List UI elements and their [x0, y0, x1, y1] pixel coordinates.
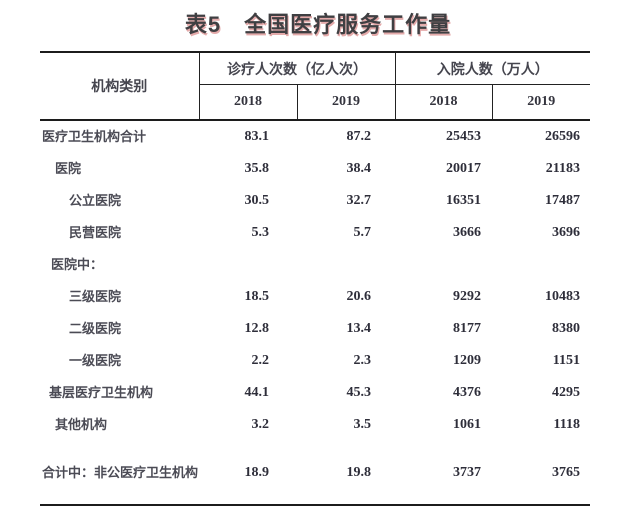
row-label: 医院: [55, 161, 82, 176]
table-row: 一级医院 2.2 2.3 1209 1151: [40, 345, 590, 377]
value-cell: 12.8: [244, 321, 270, 336]
value-cell: 45.3: [346, 385, 372, 400]
value-cell: 4376: [453, 385, 481, 400]
value-cell: [297, 249, 395, 281]
value-cell: 87.2: [346, 129, 372, 144]
value-cell: 1118: [553, 417, 580, 432]
table-row: 三级医院 18.5 20.6 9292 10483: [40, 281, 590, 313]
value-cell: 5.3: [251, 225, 270, 240]
value-cell: 38.4: [346, 161, 372, 176]
table-header: 机构类别 诊疗人次数（亿人次） 入院人数（万人） 2018 2019 2018 …: [40, 52, 590, 121]
value-cell: 3666: [453, 225, 481, 240]
value-cell: 30.5: [244, 193, 270, 208]
value-cell: 26596: [545, 129, 580, 144]
value-cell: 20017: [446, 161, 481, 176]
value-cell: 17487: [545, 193, 580, 208]
value-cell: 3.2: [251, 417, 270, 432]
table-row: 二级医院 12.8 13.4 8177 8380: [40, 313, 590, 345]
row-label: 基层医疗卫生机构: [49, 385, 154, 400]
group-header-admissions: 入院人数（万人）: [395, 52, 590, 85]
row-label: 其他机构: [55, 417, 108, 432]
value-cell: 35.8: [244, 161, 270, 176]
value-cell: 5.7: [353, 225, 372, 240]
value-cell: 3.5: [353, 417, 372, 432]
row-label: 医院中：: [51, 257, 104, 272]
value-cell: 13.4: [346, 321, 372, 336]
value-cell: 44.1: [244, 385, 270, 400]
year-header-visits-2018: 2018: [199, 84, 298, 121]
value-cell: [199, 249, 297, 281]
value-cell: 16351: [446, 193, 481, 208]
value-cell: 83.1: [244, 129, 270, 144]
table-row: 医疗卫生机构合计 83.1 87.2 25453 26596: [40, 120, 590, 153]
value-cell: 4295: [552, 385, 580, 400]
group-header-outpatient-visits: 诊疗人次数（亿人次）: [199, 52, 396, 85]
value-cell: [395, 249, 492, 281]
row-label: 合计中：非公医疗卫生机构: [42, 464, 199, 480]
table-row: 医院中：: [40, 249, 590, 281]
value-cell: 3737: [453, 464, 481, 480]
value-cell: 1209: [453, 353, 481, 368]
table-row: 民营医院 5.3 5.7 3666 3696: [40, 217, 590, 249]
table-row: 医院 35.8 38.4 20017 21183: [40, 153, 590, 185]
value-cell: 8177: [453, 321, 481, 336]
value-cell: 10483: [545, 289, 580, 304]
year-header-admissions-2019: 2019: [492, 84, 590, 121]
value-cell: 18.5: [244, 289, 270, 304]
table-row: 公立医院 30.5 32.7 16351 17487: [40, 185, 590, 217]
header-institution-type: 机构类别: [40, 52, 200, 121]
value-cell: 18.9: [244, 464, 270, 480]
value-cell: 2.3: [353, 353, 372, 368]
table-row: 基层医疗卫生机构 44.1 45.3 4376 4295: [40, 377, 590, 409]
row-label: 一级医院: [69, 353, 122, 368]
table-title: 表5 全国医疗服务工作量: [184, 12, 452, 37]
value-cell: 32.7: [346, 193, 372, 208]
row-label: 民营医院: [69, 225, 122, 240]
value-cell: [492, 249, 590, 281]
row-label: 医疗卫生机构合计: [42, 129, 147, 144]
year-header-admissions-2018: 2018: [395, 84, 493, 121]
value-cell: 9292: [453, 289, 481, 304]
value-cell: 8380: [552, 321, 580, 336]
report-page: 表5 全国医疗服务工作量 机构类别 诊疗人次数（亿人次） 入院人数（万人） 20…: [0, 7, 636, 506]
row-label: 二级医院: [69, 321, 122, 336]
medical-service-workload-table: 机构类别 诊疗人次数（亿人次） 入院人数（万人） 2018 2019 2018 …: [40, 51, 590, 506]
row-label: 公立医院: [69, 193, 122, 208]
row-label: 三级医院: [69, 289, 122, 304]
year-header-visits-2019: 2019: [297, 84, 396, 121]
value-cell: 3765: [552, 464, 580, 480]
table-row: 其他机构 3.2 3.5 1061 1118: [40, 409, 590, 441]
value-cell: 1061: [453, 417, 481, 432]
table-body: 医疗卫生机构合计 83.1 87.2 25453 26596 医院 35.8 3…: [40, 120, 590, 505]
value-cell: 2.2: [251, 353, 270, 368]
value-cell: 20.6: [346, 289, 372, 304]
value-cell: 19.8: [346, 464, 372, 480]
value-cell: 1151: [552, 353, 580, 368]
value-cell: 21183: [545, 161, 580, 176]
table-row: 合计中：非公医疗卫生机构 18.9 19.8 3737 3765: [40, 441, 590, 505]
value-cell: 25453: [446, 129, 481, 144]
value-cell: 3696: [552, 225, 580, 240]
